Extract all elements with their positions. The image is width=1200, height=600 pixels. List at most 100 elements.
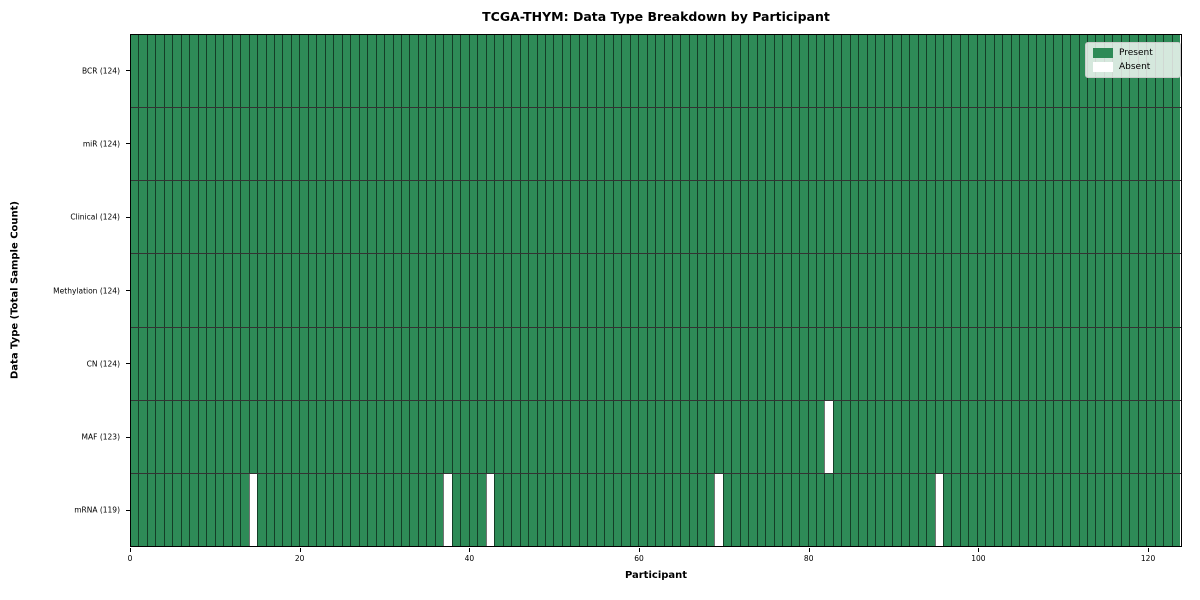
heatmap-cell bbox=[1163, 108, 1172, 181]
heatmap-cell bbox=[638, 327, 647, 400]
heatmap-cell bbox=[460, 35, 469, 108]
heatmap-cell bbox=[765, 108, 774, 181]
heatmap-cell bbox=[1120, 254, 1130, 327]
heatmap-cell bbox=[536, 327, 545, 400]
heatmap-cell bbox=[595, 181, 605, 254]
heatmap-cell bbox=[663, 108, 672, 181]
heatmap-cell bbox=[553, 473, 562, 546]
heatmap-cell bbox=[240, 400, 249, 473]
heatmap-cell bbox=[782, 35, 791, 108]
heatmap-cell bbox=[1171, 181, 1181, 254]
heatmap-cell bbox=[578, 400, 588, 473]
heatmap-cell bbox=[494, 181, 503, 254]
heatmap-cell bbox=[799, 181, 808, 254]
heatmap-cell bbox=[146, 181, 156, 254]
heatmap-cell bbox=[561, 400, 571, 473]
x-axis-title: Participant bbox=[624, 570, 688, 581]
heatmap-cell bbox=[1027, 108, 1037, 181]
heatmap-cell bbox=[1112, 181, 1121, 254]
heatmap-cell bbox=[1137, 181, 1147, 254]
heatmap-cell bbox=[790, 327, 800, 400]
heatmap-cell bbox=[858, 400, 867, 473]
heatmap-cell bbox=[604, 181, 613, 254]
heatmap-cell bbox=[1129, 473, 1138, 546]
heatmap-cell bbox=[578, 35, 588, 108]
heatmap-cell bbox=[384, 254, 393, 327]
heatmap-cell bbox=[1146, 254, 1155, 327]
heatmap-cell bbox=[341, 181, 351, 254]
heatmap-cell bbox=[206, 181, 215, 254]
heatmap-cell bbox=[926, 181, 935, 254]
heatmap-cell bbox=[1002, 254, 1011, 327]
heatmap-cell bbox=[451, 181, 461, 254]
heatmap-cell bbox=[943, 181, 952, 254]
heatmap-cell bbox=[705, 181, 715, 254]
heatmap-cell bbox=[1163, 400, 1172, 473]
heatmap-cell bbox=[409, 108, 418, 181]
heatmap-cell bbox=[240, 181, 249, 254]
heatmap-cell bbox=[900, 400, 910, 473]
heatmap-cell bbox=[231, 108, 241, 181]
heatmap-cell bbox=[849, 35, 859, 108]
heatmap-cell bbox=[629, 327, 639, 400]
heatmap-cell bbox=[926, 473, 935, 546]
heatmap-cell bbox=[672, 473, 681, 546]
heatmap-cell bbox=[536, 35, 545, 108]
heatmap-cell bbox=[146, 400, 156, 473]
heatmap-cell bbox=[417, 400, 427, 473]
heatmap-cell bbox=[477, 327, 486, 400]
heatmap-cell bbox=[282, 181, 291, 254]
heatmap-cell bbox=[324, 108, 334, 181]
heatmap-cell bbox=[1002, 108, 1011, 181]
heatmap-cell bbox=[1027, 400, 1037, 473]
heatmap-cell bbox=[223, 181, 232, 254]
heatmap-cell bbox=[273, 327, 283, 400]
heatmap-cell bbox=[909, 35, 918, 108]
heatmap-cell bbox=[663, 327, 672, 400]
heatmap-cell bbox=[307, 327, 317, 400]
heatmap-cell bbox=[570, 327, 579, 400]
legend-label: Absent bbox=[1119, 62, 1151, 72]
heatmap-cell bbox=[265, 400, 274, 473]
heatmap-cell bbox=[155, 35, 164, 108]
legend: Present Absent bbox=[1085, 42, 1181, 78]
heatmap-cell bbox=[1171, 254, 1181, 327]
heatmap-cell bbox=[832, 254, 842, 327]
heatmap-cell bbox=[401, 254, 410, 327]
heatmap-cell bbox=[621, 400, 630, 473]
heatmap-cell bbox=[131, 254, 139, 327]
heatmap-cell bbox=[570, 254, 579, 327]
heatmap-cell bbox=[528, 181, 537, 254]
y-tick-label: CN (124) bbox=[86, 359, 120, 369]
heatmap-cell bbox=[231, 473, 241, 546]
heatmap-cell bbox=[409, 473, 418, 546]
heatmap-cell bbox=[519, 108, 529, 181]
heatmap-cell bbox=[468, 35, 478, 108]
heatmap-cell bbox=[680, 108, 689, 181]
heatmap-cell bbox=[138, 35, 147, 108]
heatmap-cell bbox=[782, 181, 791, 254]
heatmap-cell bbox=[138, 254, 147, 327]
heatmap-cell bbox=[494, 108, 503, 181]
heatmap-cell bbox=[519, 327, 529, 400]
heatmap-cell bbox=[815, 35, 825, 108]
heatmap-cell bbox=[1019, 400, 1028, 473]
heatmap-cell bbox=[832, 473, 842, 546]
heatmap-cell bbox=[544, 327, 554, 400]
heatmap-cell bbox=[434, 35, 444, 108]
heatmap-cell bbox=[468, 473, 478, 546]
heatmap-cell bbox=[672, 400, 681, 473]
heatmap-cell bbox=[959, 35, 969, 108]
heatmap-cell bbox=[976, 327, 986, 400]
heatmap-cell bbox=[426, 400, 435, 473]
heatmap-cell bbox=[273, 400, 283, 473]
legend-absent-swatch-icon bbox=[1093, 62, 1113, 72]
heatmap-cell bbox=[502, 35, 512, 108]
heatmap-cell bbox=[434, 108, 444, 181]
heatmap-cell bbox=[1053, 35, 1062, 108]
heatmap-cell bbox=[307, 35, 317, 108]
heatmap-cell bbox=[655, 254, 664, 327]
heatmap-cell bbox=[1112, 108, 1121, 181]
heatmap-cell bbox=[951, 108, 960, 181]
